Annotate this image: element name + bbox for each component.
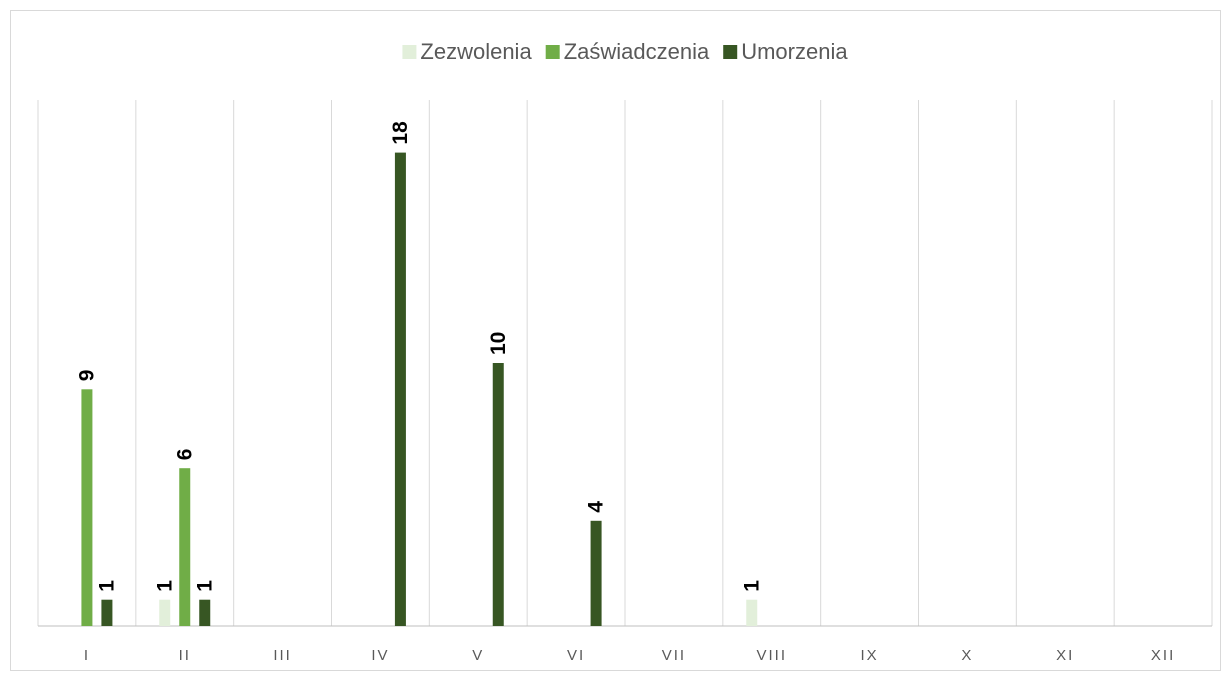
- data-label: 1: [740, 580, 763, 592]
- x-tick-label: III: [273, 647, 292, 664]
- x-tick-label: XI: [1056, 647, 1074, 664]
- x-tick-label: VII: [662, 647, 686, 664]
- legend-label: Umorzenia: [741, 39, 848, 64]
- bar: [81, 389, 93, 626]
- bar: [590, 520, 602, 626]
- bar: [394, 152, 406, 626]
- x-tick-label: VIII: [756, 647, 787, 664]
- bar: [179, 468, 191, 626]
- legend-label: Zezwolenia: [420, 39, 532, 64]
- bar: [101, 599, 113, 626]
- bar: [746, 599, 758, 626]
- legend-swatch: [402, 45, 417, 59]
- x-tick-label: IX: [860, 647, 878, 664]
- data-label: 4: [585, 501, 608, 513]
- bar: [199, 599, 211, 626]
- legend-swatch: [545, 45, 560, 59]
- data-label: 1: [153, 580, 176, 592]
- x-tick-label: IV: [371, 647, 389, 664]
- legend-swatch: [723, 45, 738, 59]
- x-tick-label: XII: [1151, 647, 1175, 664]
- x-tick-label: II: [179, 647, 191, 664]
- data-label: 9: [75, 370, 98, 382]
- data-label: 6: [173, 449, 196, 461]
- x-tick-label: V: [472, 647, 484, 664]
- data-label: 1: [193, 580, 216, 592]
- legend-label: Zaświadczenia: [564, 39, 710, 64]
- x-tick-label: VI: [567, 647, 585, 664]
- x-tick-label: I: [84, 647, 90, 664]
- bar: [159, 599, 171, 626]
- chart-border: [10, 10, 1221, 671]
- data-label: 10: [487, 332, 510, 355]
- data-label: 18: [389, 121, 412, 145]
- data-label: 1: [95, 580, 118, 592]
- bar: [492, 363, 504, 626]
- x-tick-label: X: [961, 647, 973, 664]
